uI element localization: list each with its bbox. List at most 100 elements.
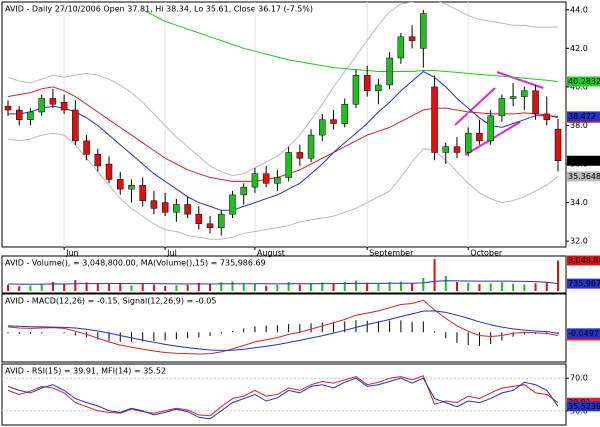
candle-body	[307, 134, 315, 159]
volume-bar	[18, 286, 21, 291]
rsi-panel	[1, 363, 567, 426]
last-value-label: 38.472	[568, 112, 596, 121]
last-value-box	[567, 171, 600, 182]
volume-bar	[545, 282, 548, 291]
candle-body	[49, 98, 57, 105]
volume-bar	[366, 282, 369, 291]
series-line	[7, 375, 559, 417]
x-tick-label: October	[470, 249, 503, 258]
candle-body	[431, 86, 438, 153]
volume-bar	[7, 284, 9, 291]
y-tick-label: 38.0	[570, 121, 588, 130]
last-value-label: 3,048,800	[568, 256, 600, 265]
candle-body	[262, 173, 270, 184]
volume-bar	[298, 284, 301, 291]
last-value-label: 36.17	[568, 156, 591, 165]
candle-body	[397, 36, 405, 59]
last-value-label: -0.04977	[568, 329, 600, 338]
series-line	[7, 377, 559, 420]
panel-title: AVID - Volume(), = 3,048,800.00, MA(Volu…	[5, 259, 266, 268]
candle-body	[184, 204, 191, 215]
series-line	[7, 280, 559, 285]
volume-bar	[119, 283, 122, 291]
volume-bar	[85, 282, 88, 291]
candle-body	[352, 75, 360, 105]
volume-bar	[276, 285, 279, 291]
candle-body	[285, 152, 292, 178]
volume-bar	[422, 278, 425, 291]
candle-body	[442, 146, 450, 153]
volume-bar	[512, 283, 515, 291]
series-line	[7, 2, 558, 177]
volume-bar	[51, 282, 54, 291]
volume-bar	[332, 284, 335, 291]
volume-bar	[130, 285, 133, 291]
panel-title: AVID - RSI(15) = 39.91, MFI(14) = 35.52	[5, 367, 166, 376]
series-line	[7, 86, 559, 182]
candle-body	[150, 200, 158, 209]
candle-body	[195, 213, 203, 225]
volume-bar	[500, 282, 503, 291]
candle-body	[420, 13, 427, 49]
price-plot	[4, 2, 562, 240]
panel-title: AVID - Daily 27/10/2006 Open 37.81, Hi 3…	[5, 5, 313, 14]
volume-bar	[108, 284, 111, 291]
volume-bar	[265, 285, 268, 291]
volume-bar	[186, 284, 189, 291]
candle-body	[240, 186, 247, 196]
last-value-label: 40.2832	[568, 77, 600, 86]
volume-bar	[74, 280, 77, 291]
volume-bar	[141, 283, 144, 291]
volume-bar	[310, 283, 313, 291]
candle-body	[330, 119, 337, 124]
last-value-label: 35.3648	[568, 172, 600, 181]
volume-bar	[478, 284, 481, 291]
candle-body	[476, 132, 483, 142]
candle-body	[60, 102, 68, 111]
series-line	[7, 310, 559, 351]
volume-bar	[152, 284, 155, 291]
candle-body	[543, 113, 551, 120]
volume-bar	[523, 284, 526, 291]
y-tick-label: 42.0	[570, 44, 588, 53]
candle-body	[521, 90, 528, 97]
candle-body	[487, 115, 494, 142]
macd-panel	[1, 293, 567, 363]
last-value-box	[567, 76, 600, 87]
volume-bar	[321, 282, 324, 291]
last-value-box	[567, 111, 600, 122]
volume-bar	[354, 280, 357, 291]
volume-bar	[411, 283, 414, 291]
candle-body	[251, 173, 259, 188]
volume-bar	[444, 276, 447, 291]
candle-body	[554, 128, 562, 161]
candle-body	[27, 111, 34, 120]
volume-bar	[197, 282, 200, 291]
candle-body	[386, 57, 393, 86]
x-tick-label: Jul	[166, 249, 177, 258]
series-line	[7, 299, 559, 355]
candle-body	[498, 98, 506, 117]
candle-body	[161, 202, 169, 213]
candle-body	[509, 96, 517, 99]
candle-body	[274, 177, 281, 184]
candle-body	[408, 36, 416, 41]
panel-title: AVID - MACD(12,26) = -0.15, Signal(12,26…	[5, 297, 216, 306]
candle-body	[15, 109, 23, 120]
volume-bar	[489, 283, 492, 291]
candle-body	[319, 119, 326, 136]
candle-body	[4, 105, 12, 111]
candle-body	[229, 194, 236, 215]
volume-bar	[377, 284, 380, 291]
volume-bar	[96, 283, 99, 291]
candle-body	[341, 104, 348, 124]
volume-bar	[557, 260, 559, 291]
volume-bar	[175, 285, 178, 291]
volume-bar	[220, 282, 223, 291]
candle-body	[105, 163, 113, 180]
x-tick-label: September	[369, 249, 414, 258]
volume-bar	[164, 286, 167, 291]
last-value-label: 35.5239	[568, 402, 600, 411]
volume-bar	[433, 259, 436, 291]
